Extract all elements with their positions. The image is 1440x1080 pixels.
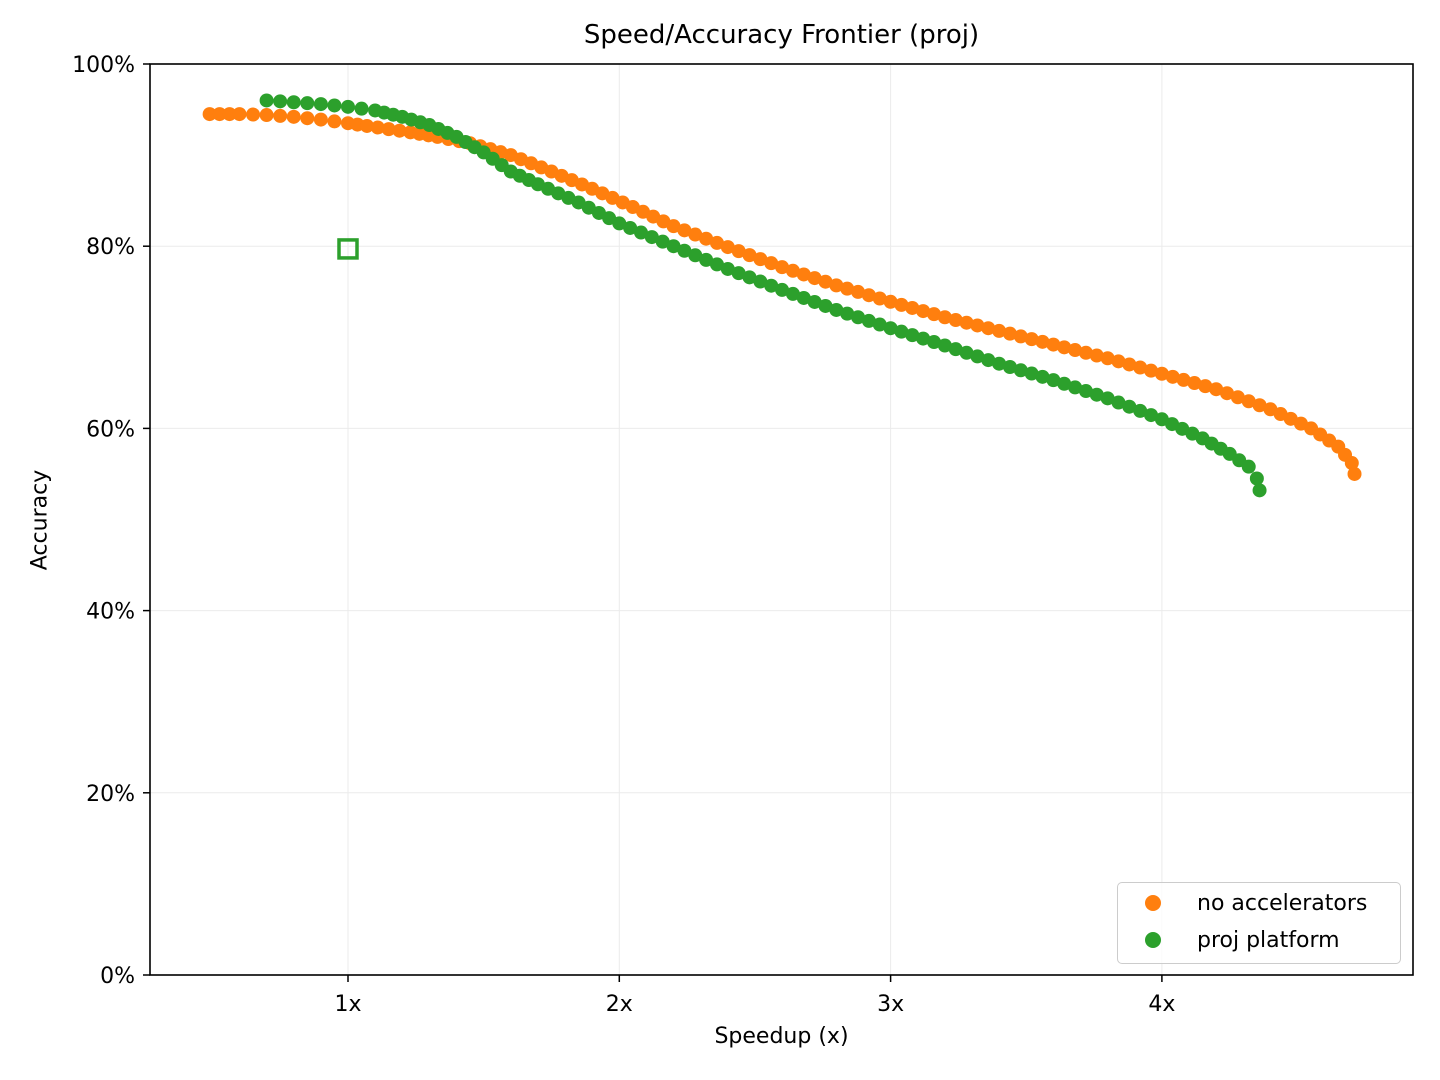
series-proj-platform [259,93,1267,498]
chart-title: Speed/Accuracy Frontier (proj) [583,20,980,50]
x-tick-label: 3x [877,992,904,1017]
series-no-accelerators [202,107,1362,481]
legend-item-no-accelerators: no accelerators [1118,888,1367,918]
legend: no accelerators proj platform [1117,882,1401,964]
y-tick-label: 100% [72,53,135,78]
x-tick-label: 1x [334,992,361,1017]
legend-label: no accelerators [1197,890,1368,916]
x-axis-label: Speedup (x) [714,1024,849,1049]
x-tick-label: 2x [606,992,633,1017]
y-tick-label: 60% [86,417,135,442]
y-tick-label: 0% [100,964,135,989]
y-tick-label: 40% [86,600,135,625]
series-baseline-marker [337,238,359,260]
y-axis-label: Accuracy [27,469,53,571]
legend-label: proj platform [1197,927,1340,953]
legend-item-proj-platform: proj platform [1118,925,1340,955]
plot-frame [149,63,1414,976]
x-tick-label: 4x [1148,992,1175,1017]
y-tick-label: 20% [86,782,135,807]
y-tick-label: 80% [86,235,135,260]
orange-dot-icon [1145,895,1161,911]
green-dot-icon [1145,932,1161,948]
